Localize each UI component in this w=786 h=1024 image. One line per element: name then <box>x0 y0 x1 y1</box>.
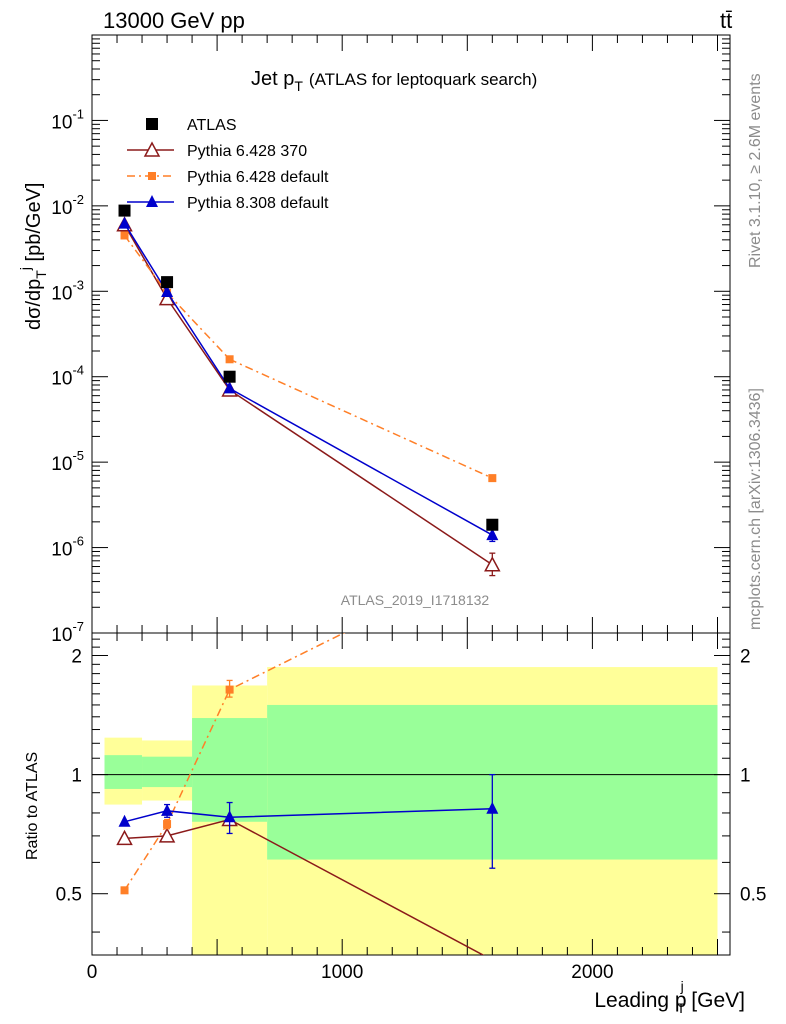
main-panel-ticks <box>91 34 730 634</box>
ratio-panel-frame <box>91 632 731 956</box>
x-tick-label: 1000 <box>321 962 363 983</box>
y-tick-label: 10-5 <box>51 448 84 475</box>
data-point <box>161 803 174 816</box>
chart-title: Jet pT (ATLAS for leptoquark search) <box>251 68 537 94</box>
data-point <box>223 810 236 823</box>
series-line <box>123 223 493 536</box>
data-point <box>118 814 131 827</box>
legend-entry: Pythia 6.428 370 <box>127 141 307 160</box>
uncertainty-band-inner <box>142 756 193 788</box>
y-tick-label: 0.5 <box>56 885 82 906</box>
data-point <box>484 556 501 572</box>
y-tick-label: 10-3 <box>51 277 84 304</box>
data-point <box>225 685 234 694</box>
mcplots-label: mcplots.cern.ch [arXiv:1306.3436] <box>747 388 764 630</box>
ratio-series <box>116 633 499 955</box>
ratio-y-axis-label: Ratio to ATLAS <box>24 752 41 860</box>
legend-marker <box>148 172 156 180</box>
ratio-panel-ticks <box>91 633 730 955</box>
data-point <box>118 216 131 229</box>
series-line <box>123 235 493 479</box>
data-point <box>158 827 176 843</box>
legend-entry: ATLAS <box>146 117 237 134</box>
y-tick-label: 10-6 <box>51 534 84 561</box>
x-axis-label: Leading pj T [GeV] <box>594 978 745 1016</box>
y-tick-label-right: 0.5 <box>740 885 766 906</box>
analysis-label: ATLAS_2019_I1718132 <box>341 592 490 608</box>
data-point <box>486 801 499 814</box>
y-tick-label: 10-7 <box>51 619 84 646</box>
series-line <box>124 818 485 955</box>
data-point <box>486 528 499 541</box>
data-point <box>116 829 133 846</box>
y-tick-label: 1 <box>71 766 82 787</box>
series-pythia-8-308-default <box>118 773 499 869</box>
series-pythia-6-428-default <box>120 633 346 895</box>
main-series <box>116 204 501 577</box>
x-tick-label: 2000 <box>571 962 613 983</box>
data-point <box>486 518 499 531</box>
series-atlas <box>118 204 499 531</box>
data-point <box>223 381 236 394</box>
data-point <box>120 886 129 895</box>
ratio-y-tick-labels: 0.5 0.5 1 1 2 2 <box>56 647 767 906</box>
legend-label: ATLAS <box>187 117 237 134</box>
main-panel: 10-7 10-6 10-5 10-4 10-3 10-2 10-1 Jet pT (ATLA… <box>17 34 731 646</box>
legend-marker <box>143 141 161 157</box>
legend-label: Pythia 8.308 default <box>187 195 329 212</box>
legend: ATLAS Pythia 6.428 370 Pythia 6.428 defaul… <box>127 117 329 212</box>
data-point <box>225 355 234 364</box>
header-left: 13000 GeV pp <box>103 8 245 33</box>
legend-marker <box>146 118 158 130</box>
legend-label: Pythia 6.428 370 <box>187 143 307 160</box>
data-point <box>120 231 129 240</box>
x-tick-label: 0 <box>87 962 98 983</box>
rivet-label: Rivet 3.1.10, ≥ 2.6M events <box>747 73 764 268</box>
y-tick-label-right: 1 <box>740 766 751 787</box>
ratio-panel: 0.5 0.5 1 1 2 2 0 1000 2000 Ratio to ATLAS Lead… <box>24 632 767 1016</box>
uncertainty-band-inner <box>104 755 143 789</box>
x-tick-labels: 0 1000 2000 <box>87 962 614 983</box>
series-pythia-6-428-default <box>120 231 497 483</box>
y-tick-label: 2 <box>71 647 82 668</box>
header-right: tt̄ <box>720 8 732 33</box>
data-point <box>163 820 172 829</box>
legend-entry: Pythia 6.428 default <box>127 169 329 186</box>
data-point <box>161 276 174 289</box>
data-point <box>488 474 497 483</box>
y-tick-label-right: 2 <box>740 647 751 668</box>
series-line <box>124 807 493 823</box>
legend-entry: Pythia 8.308 default <box>127 195 329 212</box>
legend-marker <box>146 195 158 207</box>
series-line <box>123 633 346 891</box>
legend-label: Pythia 6.428 default <box>187 169 329 186</box>
y-tick-label: 10-1 <box>51 106 84 133</box>
data-point <box>161 285 174 298</box>
series-line <box>123 224 493 566</box>
series-pythia-6-428-370 <box>116 216 501 577</box>
main-y-axis-label: dσ/dpTj [pb/GeV] <box>17 183 49 330</box>
y-tick-label: 10-2 <box>51 192 84 219</box>
main-y-tick-labels: 10-7 10-6 10-5 10-4 10-3 10-2 10-1 <box>51 106 84 646</box>
series-pythia-8-308-default <box>118 216 499 543</box>
data-point <box>118 204 131 217</box>
y-tick-label: 10-4 <box>51 363 84 390</box>
data-point <box>223 370 236 383</box>
